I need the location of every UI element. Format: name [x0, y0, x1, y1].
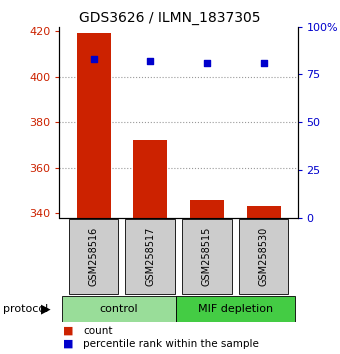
Bar — [176, 296, 295, 322]
Text: protocol: protocol — [3, 304, 49, 314]
Text: GSM258530: GSM258530 — [258, 227, 269, 286]
Text: ■: ■ — [63, 326, 73, 336]
Bar — [246, 206, 280, 218]
Text: ▶: ▶ — [41, 302, 51, 315]
Text: GSM258516: GSM258516 — [88, 227, 99, 286]
Point — [261, 60, 266, 66]
Text: GSM258515: GSM258515 — [202, 227, 212, 286]
Text: control: control — [100, 304, 138, 314]
Bar — [62, 296, 176, 322]
Point — [91, 56, 96, 62]
Point — [148, 58, 153, 64]
Bar — [69, 219, 118, 294]
Text: count: count — [83, 326, 113, 336]
Text: ■: ■ — [63, 339, 73, 349]
Bar — [125, 219, 175, 294]
Bar — [182, 219, 232, 294]
Bar — [190, 200, 224, 218]
Text: GSM258517: GSM258517 — [145, 227, 155, 286]
Point — [204, 60, 209, 66]
Text: MIF depletion: MIF depletion — [198, 304, 273, 314]
Text: GDS3626 / ILMN_1837305: GDS3626 / ILMN_1837305 — [79, 11, 261, 25]
Bar — [239, 219, 288, 294]
Bar — [133, 140, 167, 218]
Bar — [76, 33, 110, 218]
Text: percentile rank within the sample: percentile rank within the sample — [83, 339, 259, 349]
